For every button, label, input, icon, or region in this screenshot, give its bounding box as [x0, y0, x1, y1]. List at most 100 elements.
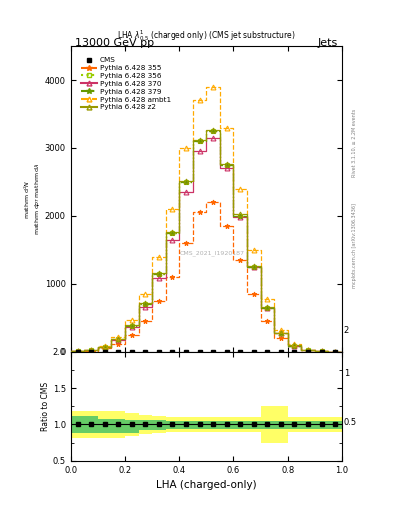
Pythia 6.428 z2: [197, 137, 202, 143]
Pythia 6.428 379: [170, 230, 175, 236]
Pythia 6.428 356: [143, 301, 148, 307]
Y-axis label: Ratio to CMS: Ratio to CMS: [41, 381, 50, 431]
Line: Pythia 6.428 z2: Pythia 6.428 z2: [75, 127, 338, 354]
Pythia 6.428 ambt1: [129, 317, 134, 324]
Pythia 6.428 ambt1: [170, 206, 175, 212]
Pythia 6.428 z2: [170, 229, 175, 235]
Pythia 6.428 370: [129, 324, 134, 330]
Pythia 6.428 379: [129, 323, 134, 329]
Pythia 6.428 370: [319, 348, 324, 354]
Pythia 6.428 370: [265, 305, 270, 311]
Pythia 6.428 z2: [333, 349, 338, 355]
Pythia 6.428 ambt1: [102, 343, 107, 349]
Pythia 6.428 z2: [89, 347, 94, 353]
Line: Pythia 6.428 355: Pythia 6.428 355: [75, 200, 338, 354]
Y-axis label: $\mathrm{mathrm\,d}^2N$
$\mathrm{mathrm\,d}p_T\,\mathrm{mathrm\,d}\lambda$: $\mathrm{mathrm\,d}^2N$ $\mathrm{mathrm\…: [22, 162, 42, 236]
Pythia 6.428 z2: [211, 126, 215, 133]
Pythia 6.428 355: [143, 318, 148, 324]
CMS: [238, 349, 242, 355]
Pythia 6.428 355: [252, 291, 256, 297]
CMS: [306, 349, 310, 355]
CMS: [224, 349, 229, 355]
Pythia 6.428 355: [238, 257, 242, 263]
Line: Pythia 6.428 356: Pythia 6.428 356: [75, 129, 338, 354]
Pythia 6.428 ambt1: [333, 349, 338, 355]
Pythia 6.428 355: [265, 318, 270, 324]
Pythia 6.428 ambt1: [143, 291, 148, 297]
Pythia 6.428 ambt1: [279, 327, 283, 333]
Pythia 6.428 370: [184, 189, 188, 195]
Pythia 6.428 ambt1: [224, 124, 229, 131]
Pythia 6.428 370: [292, 343, 297, 349]
Pythia 6.428 356: [279, 330, 283, 336]
Pythia 6.428 356: [129, 323, 134, 329]
Pythia 6.428 355: [211, 199, 215, 205]
Pythia 6.428 370: [306, 347, 310, 353]
CMS: [89, 349, 94, 355]
CMS: [156, 349, 161, 355]
Line: CMS: CMS: [75, 350, 337, 354]
Pythia 6.428 356: [333, 349, 338, 355]
CMS: [292, 349, 297, 355]
Text: Jets: Jets: [318, 38, 338, 49]
Pythia 6.428 379: [292, 343, 297, 349]
Pythia 6.428 379: [184, 179, 188, 185]
CMS: [319, 349, 324, 355]
Text: 0.5: 0.5: [344, 418, 357, 427]
Pythia 6.428 ambt1: [292, 341, 297, 347]
Pythia 6.428 355: [102, 345, 107, 351]
Pythia 6.428 355: [116, 340, 121, 347]
Pythia 6.428 z2: [116, 336, 121, 342]
Pythia 6.428 370: [211, 135, 215, 141]
Pythia 6.428 ambt1: [75, 348, 80, 354]
Pythia 6.428 379: [319, 348, 324, 354]
CMS: [197, 349, 202, 355]
Pythia 6.428 ambt1: [184, 145, 188, 151]
Pythia 6.428 356: [102, 344, 107, 350]
Pythia 6.428 356: [75, 348, 80, 354]
CMS: [265, 349, 270, 355]
Pythia 6.428 z2: [319, 348, 324, 354]
Pythia 6.428 370: [333, 349, 338, 355]
Pythia 6.428 379: [252, 264, 256, 270]
Pythia 6.428 379: [211, 128, 215, 134]
Pythia 6.428 z2: [184, 178, 188, 184]
Pythia 6.428 z2: [75, 348, 80, 354]
Pythia 6.428 379: [89, 347, 94, 353]
Line: Pythia 6.428 ambt1: Pythia 6.428 ambt1: [75, 84, 338, 354]
Pythia 6.428 355: [197, 209, 202, 216]
Pythia 6.428 ambt1: [211, 84, 215, 90]
Pythia 6.428 370: [75, 348, 80, 354]
Pythia 6.428 379: [197, 138, 202, 144]
CMS: [129, 349, 134, 355]
Pythia 6.428 370: [279, 330, 283, 336]
Pythia 6.428 356: [319, 348, 324, 354]
Pythia 6.428 379: [116, 336, 121, 343]
Pythia 6.428 356: [238, 213, 242, 219]
Pythia 6.428 355: [156, 297, 161, 304]
Text: mcplots.cern.ch [arXiv:1306.3436]: mcplots.cern.ch [arXiv:1306.3436]: [352, 203, 357, 288]
Text: CMS_2021_I1920187: CMS_2021_I1920187: [179, 250, 244, 255]
Pythia 6.428 355: [129, 332, 134, 338]
Pythia 6.428 ambt1: [156, 253, 161, 260]
Pythia 6.428 ambt1: [116, 334, 121, 340]
Pythia 6.428 ambt1: [306, 347, 310, 353]
Pythia 6.428 356: [116, 336, 121, 343]
Pythia 6.428 ambt1: [197, 97, 202, 103]
CMS: [252, 349, 256, 355]
Pythia 6.428 z2: [265, 304, 270, 310]
CMS: [116, 349, 121, 355]
Pythia 6.428 370: [224, 165, 229, 172]
Pythia 6.428 356: [89, 347, 94, 353]
Pythia 6.428 355: [184, 240, 188, 246]
Pythia 6.428 355: [306, 347, 310, 353]
Pythia 6.428 370: [252, 264, 256, 270]
Pythia 6.428 ambt1: [89, 347, 94, 353]
Pythia 6.428 355: [89, 348, 94, 354]
CMS: [102, 349, 107, 355]
Pythia 6.428 379: [306, 347, 310, 353]
Pythia 6.428 379: [265, 305, 270, 311]
CMS: [211, 349, 215, 355]
Legend: CMS, Pythia 6.428 355, Pythia 6.428 356, Pythia 6.428 370, Pythia 6.428 379, Pyt: CMS, Pythia 6.428 355, Pythia 6.428 356,…: [80, 56, 173, 112]
Pythia 6.428 z2: [156, 270, 161, 276]
